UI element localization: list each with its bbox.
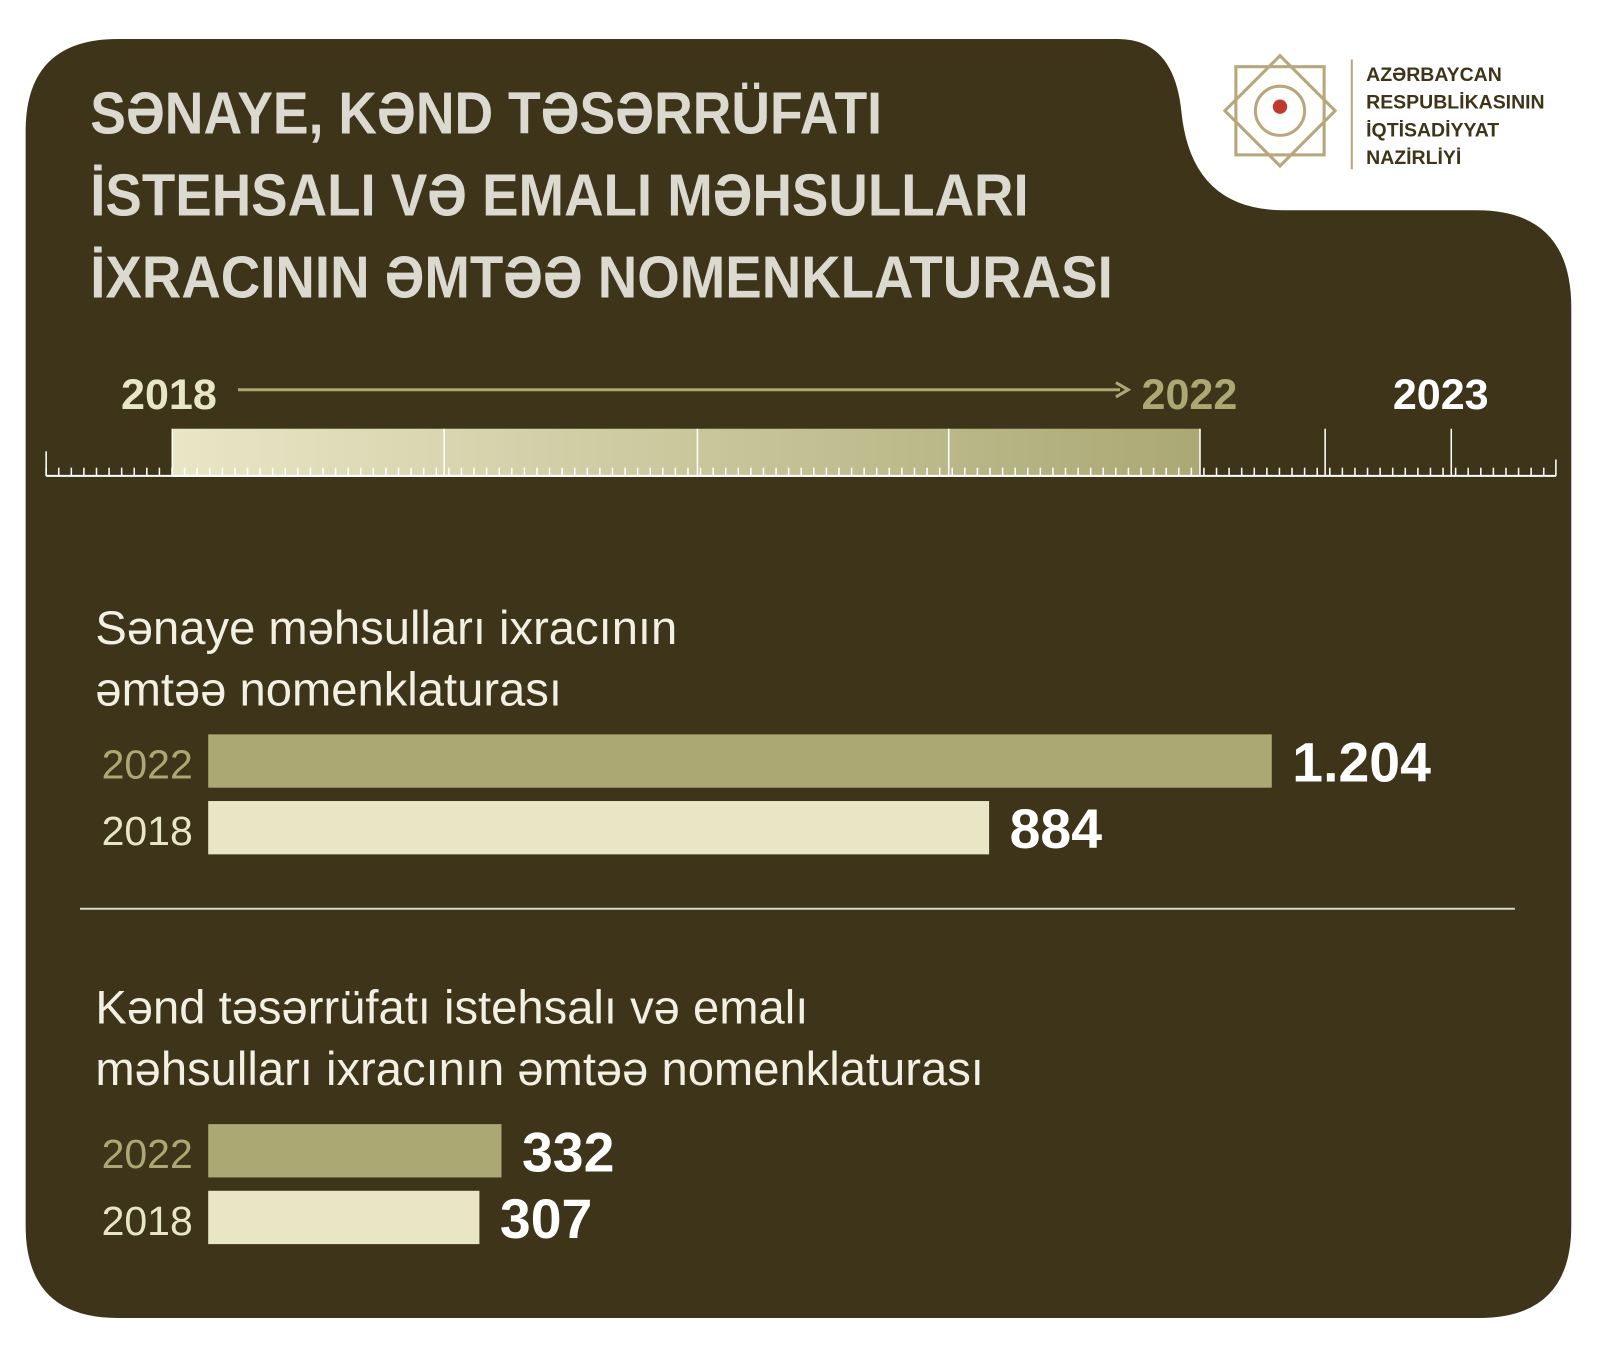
category-label: 2022: [102, 1131, 193, 1177]
value-label: 307: [500, 1188, 592, 1250]
chart-title: Kənd təsərrüfatı istehsalı və emalı: [95, 981, 808, 1034]
value-label: 332: [522, 1121, 614, 1183]
bar: [208, 1190, 480, 1245]
bar: [208, 801, 990, 855]
title-line: SƏNAYE, KƏND TƏSƏRRÜFATI: [90, 79, 882, 146]
logo-text: NAZİRLİYİ: [1366, 146, 1461, 169]
card: [25, 38, 1572, 1318]
bar: [208, 1124, 502, 1178]
arrow-head: [1115, 381, 1132, 399]
chart-title: məhsulları ixracının əmtəə nomenklaturas…: [95, 1042, 984, 1095]
timeline-label: 2023: [1393, 371, 1489, 419]
category-label: 2018: [102, 1198, 193, 1244]
title-line: İXRACININ ƏMTƏƏ NOMENKLATURASI: [90, 243, 1113, 310]
bar: [208, 734, 1272, 788]
title-line: İSTEHSALI VƏ EMALI MƏHSULLARI: [90, 161, 1028, 228]
category-label: 2022: [102, 741, 193, 787]
chart-title: əmtəə nomenklaturası: [95, 663, 562, 716]
logo-text: RESPUBLİKASININ: [1366, 91, 1544, 114]
timeline-label: 2022: [1142, 371, 1238, 419]
logo-text: AZƏRBAYCAN: [1366, 64, 1502, 86]
logo-text: İQTİSADİYYAT: [1366, 118, 1499, 141]
value-label: 884: [1010, 798, 1103, 860]
timeline-range: [172, 428, 1200, 477]
logo-emblem: [1222, 53, 1338, 169]
value-label: 1.204: [1292, 732, 1431, 794]
timeline-label: 2018: [121, 371, 217, 419]
timeline-ticks: [45, 428, 1557, 476]
charts: Sənaye məhsulları ixracının əmtəə nomenkl…: [95, 601, 1431, 1250]
category-label: 2018: [102, 808, 193, 854]
chart-title: Sənaye məhsulları ixracının: [95, 601, 677, 654]
